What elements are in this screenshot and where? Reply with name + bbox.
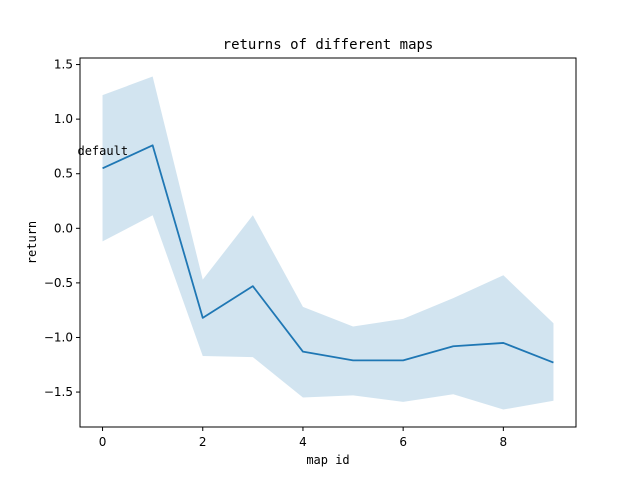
x-tick-label: 8: [500, 435, 508, 449]
x-tick-label: 0: [99, 435, 107, 449]
axes-frame: [79, 57, 577, 428]
x-ticks: 0 2 4 6 8: [99, 427, 507, 449]
y-tick-label: 0.5: [54, 167, 73, 181]
x-tick-label: 4: [299, 435, 307, 449]
y-tick-label: −1.0: [44, 330, 73, 344]
y-tick-label: 0.0: [54, 221, 73, 235]
x-tick-label: 6: [399, 435, 407, 449]
y-tick-label: 1.5: [54, 58, 73, 72]
annotations: default: [77, 144, 128, 158]
y-tick-label: −0.5: [44, 276, 73, 290]
y-tick-label: −1.5: [44, 385, 73, 399]
series-line: [102, 144, 554, 364]
x-axis-label: map id: [306, 453, 349, 467]
band-layer: [102, 76, 554, 410]
annotation-label: default: [77, 144, 128, 158]
line-layer: [102, 144, 554, 364]
chart-title: returns of different maps: [223, 37, 434, 53]
y-ticks: −1.5 −1.0 −0.5 0.0 0.5 1.0 1.5: [44, 58, 80, 399]
y-tick-label: 1.0: [54, 112, 73, 126]
y-axis-label: return: [25, 221, 39, 264]
x-tick-label: 2: [199, 435, 207, 449]
confidence-band: [102, 76, 554, 410]
